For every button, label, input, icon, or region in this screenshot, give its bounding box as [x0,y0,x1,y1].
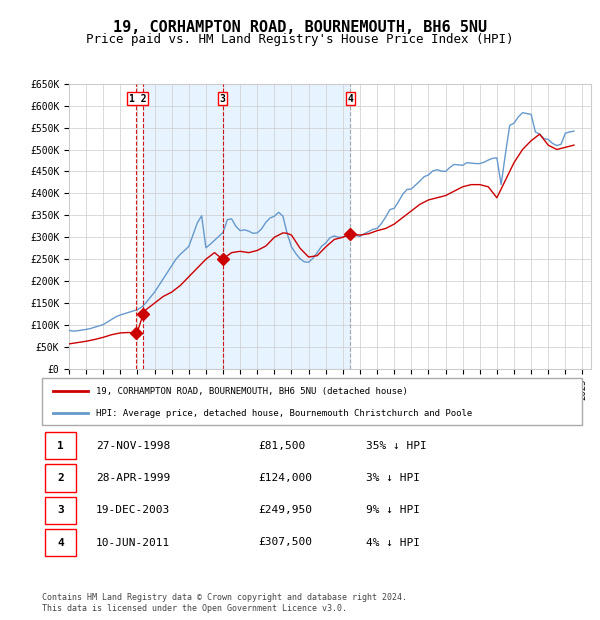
Text: 19-DEC-2003: 19-DEC-2003 [96,505,170,515]
Text: £249,950: £249,950 [258,505,312,515]
Bar [143,84,350,369]
Text: 4: 4 [347,94,353,104]
FancyBboxPatch shape [45,497,76,524]
Text: 1: 1 [57,441,64,451]
Text: 3: 3 [220,94,226,104]
Text: 28-APR-1999: 28-APR-1999 [96,473,170,483]
Text: 19, CORHAMPTON ROAD, BOURNEMOUTH, BH6 5NU: 19, CORHAMPTON ROAD, BOURNEMOUTH, BH6 5N… [113,20,487,35]
Text: £81,500: £81,500 [258,441,305,451]
Text: 35% ↓ HPI: 35% ↓ HPI [366,441,427,451]
Text: £307,500: £307,500 [258,538,312,547]
FancyBboxPatch shape [42,378,582,425]
Text: £124,000: £124,000 [258,473,312,483]
Text: 9% ↓ HPI: 9% ↓ HPI [366,505,420,515]
Text: Contains HM Land Registry data © Crown copyright and database right 2024.
This d: Contains HM Land Registry data © Crown c… [42,593,407,613]
FancyBboxPatch shape [45,432,76,459]
Text: 3% ↓ HPI: 3% ↓ HPI [366,473,420,483]
Text: HPI: Average price, detached house, Bournemouth Christchurch and Poole: HPI: Average price, detached house, Bour… [96,409,472,418]
Text: 1 2: 1 2 [128,94,146,104]
Text: 3: 3 [57,505,64,515]
FancyBboxPatch shape [45,464,76,492]
FancyBboxPatch shape [45,529,76,556]
Text: 4% ↓ HPI: 4% ↓ HPI [366,538,420,547]
Text: 19, CORHAMPTON ROAD, BOURNEMOUTH, BH6 5NU (detached house): 19, CORHAMPTON ROAD, BOURNEMOUTH, BH6 5N… [96,387,408,396]
Text: 10-JUN-2011: 10-JUN-2011 [96,538,170,547]
Text: 2: 2 [57,473,64,483]
Text: 27-NOV-1998: 27-NOV-1998 [96,441,170,451]
Text: 4: 4 [57,538,64,547]
Text: Price paid vs. HM Land Registry's House Price Index (HPI): Price paid vs. HM Land Registry's House … [86,33,514,46]
